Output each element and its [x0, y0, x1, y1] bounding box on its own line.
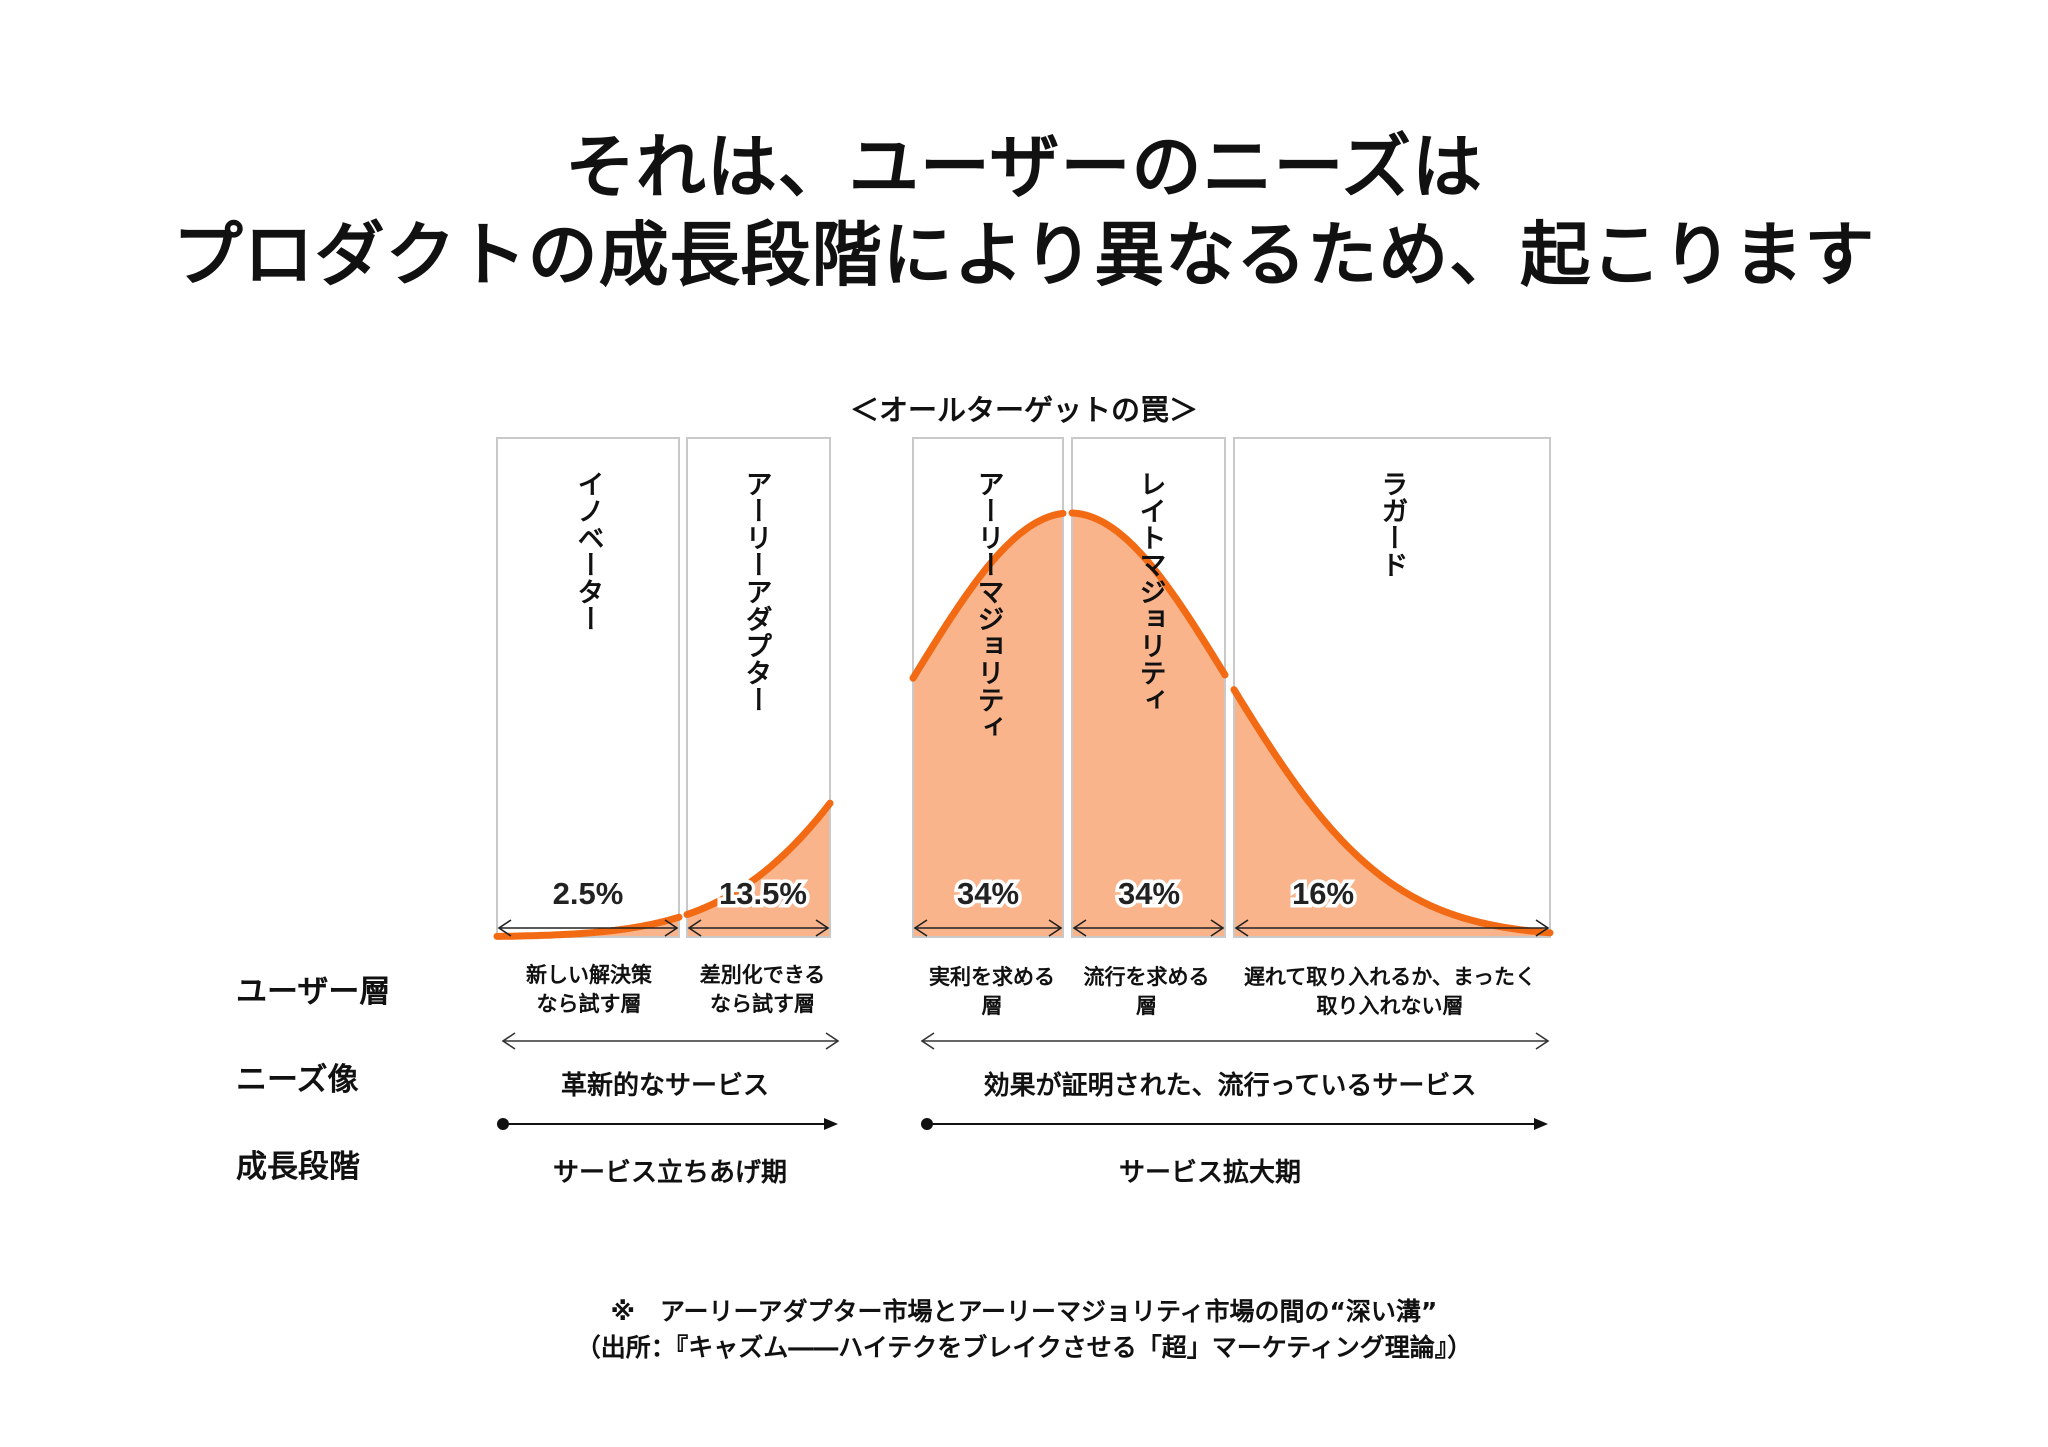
percent-label-halo-early-majority: 34% [957, 876, 1019, 911]
percent-label-late-majority: 34% [1118, 876, 1180, 911]
curve-line-innovators [493, 913, 683, 940]
range-arrow-early-adopters [687, 919, 830, 937]
segment-border-early-majority [912, 437, 1064, 938]
stage-arrow-left [497, 1118, 838, 1130]
user-layer-innovators: 新しい解決策 なら試す層 [526, 963, 652, 1016]
needs-left: 革新的なサービス [560, 1071, 769, 1101]
needs-arrow-right [920, 1032, 1550, 1050]
curve-line-laggards [1230, 686, 1554, 937]
segment-border-late-majority [1071, 437, 1226, 938]
user-layer-late-majority: 流行を求める 層 [1083, 965, 1210, 1018]
segment-border-early-adopters [686, 437, 831, 938]
row-label-stage: 成長段階 [236, 1149, 360, 1185]
footnote-line-2: （出所：『キャズム――ハイテクをブレイクさせる「超」マーケティング理論』） [575, 1333, 1473, 1362]
segment-name-early-adopters: アーリーアダプター [741, 470, 772, 713]
percent-label-halo-innovators: 2.5% [553, 876, 624, 911]
segment-panel-innovators [497, 438, 679, 937]
range-arrow-innovators [497, 919, 679, 937]
percent-label-innovators: 2.5% [553, 876, 624, 911]
percent-label-laggards: 16% [1292, 876, 1354, 911]
percent-label-early-adopters: 13.5% [719, 876, 807, 911]
segment-name-early-majority: アーリーマジョリティ [973, 470, 1004, 740]
area-fill-innovators [497, 917, 679, 937]
curve-line-early-adopters [683, 799, 834, 918]
stage-left: サービス立ちあげ期 [552, 1158, 787, 1188]
range-arrow-late-majority [1072, 919, 1225, 937]
percent-label-halo-late-majority: 34% [1118, 876, 1180, 911]
percent-label-halo-early-adopters: 13.5% [719, 876, 807, 911]
percent-label-early-majority: 34% [957, 876, 1019, 911]
footnote-line-1: ※ アーリーアダプター市場とアーリーマジョリティ市場の間の“深い溝” [610, 1297, 1438, 1326]
percent-label-halo-laggards: 16% [1292, 876, 1354, 911]
stage-arrow-right [921, 1118, 1548, 1130]
chart-title: ＜オールターゲットの罠＞ [849, 393, 1198, 427]
needs-arrow-left [501, 1032, 840, 1050]
user-layer-early-majority: 実利を求める 層 [929, 965, 1055, 1018]
user-layer-early-adopters: 差別化できる なら試す層 [699, 963, 826, 1016]
segment-border-innovators [496, 437, 680, 938]
range-arrow-early-majority [913, 919, 1063, 937]
headline-line-1: それは、ユーザーのニーズは [564, 126, 1484, 208]
segment-name-late-majority: レイトマジョリティ [1135, 470, 1166, 713]
segment-name-innovators: イノベーター [573, 470, 604, 632]
range-arrow-laggards [1234, 919, 1550, 937]
area-fill-laggards [1234, 689, 1550, 937]
headline-line-2: プロダクトの成長段階により異なるため、起こります [172, 214, 1876, 296]
area-fill-early-adopters [687, 803, 830, 937]
row-label-needs: ニーズ像 [236, 1062, 359, 1098]
segment-name-laggards: ラガード [1377, 470, 1408, 578]
curve-line-early-majority [909, 509, 1067, 682]
stage-right: サービス拡大期 [1118, 1158, 1301, 1188]
user-layer-laggards: 遅れて取り入れるか、まったく 取り入れない層 [1243, 965, 1537, 1018]
needs-right: 効果が証明された、流行っているサービス [983, 1071, 1477, 1101]
curve-line-late-majority [1068, 509, 1229, 679]
row-label-user-layer: ユーザー層 [236, 974, 391, 1010]
